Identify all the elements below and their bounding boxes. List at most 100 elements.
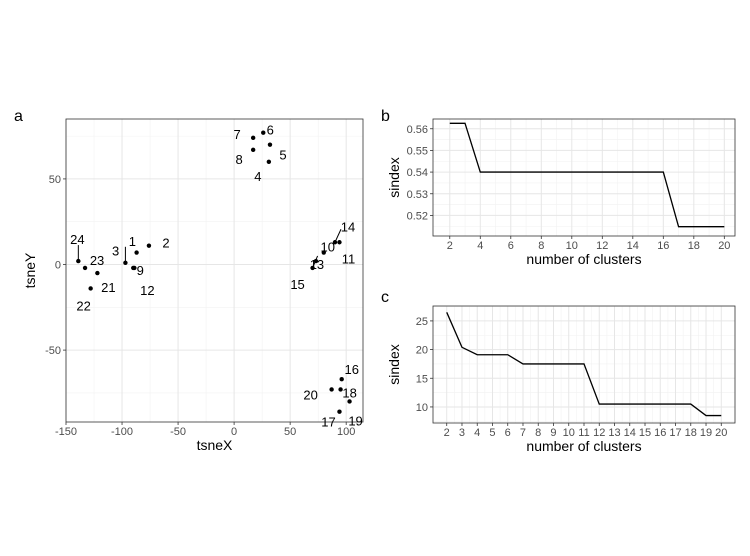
panel-c: 2 3 4 5 6 7 8 9 10 11 12 13 14 15 16 17 18 19 2010152025nu… bbox=[381, 289, 736, 454]
x-tick-label: 20 bbox=[715, 427, 727, 439]
x-tick-label: -100 bbox=[111, 426, 133, 438]
data-point bbox=[132, 265, 137, 271]
series-line bbox=[446, 312, 722, 417]
series-line bbox=[449, 122, 725, 228]
point-label: 9 bbox=[137, 263, 144, 278]
point-label: 3 bbox=[112, 244, 119, 259]
panel-label: a bbox=[14, 108, 23, 125]
data-point bbox=[347, 399, 352, 404]
x-tick-label: 17 bbox=[669, 427, 681, 439]
data-point bbox=[146, 243, 152, 248]
point-label: 6 bbox=[267, 123, 274, 138]
data-point bbox=[332, 240, 338, 245]
y-tick-label: 15 bbox=[416, 373, 428, 385]
y-axis-title: sindex bbox=[386, 157, 402, 197]
y-tick-label: 50 bbox=[49, 174, 61, 186]
x-tick-label: 14 bbox=[627, 240, 639, 252]
x-axis-title: tsneX bbox=[197, 437, 233, 453]
panel-border bbox=[432, 118, 736, 237]
point-label: 17 bbox=[321, 415, 335, 430]
x-tick-label: 3 bbox=[459, 427, 465, 439]
x-tick-label: 4 bbox=[474, 427, 480, 439]
y-tick-label: 10 bbox=[416, 402, 428, 414]
panel-b: 2 4 6 8 10 12 14 16 18 20 0.52 0.53 0.54 0.55 0.56 numb… bbox=[381, 108, 736, 267]
x-tick-label: 16 bbox=[654, 427, 666, 439]
y-tick-label: 0.54 bbox=[407, 167, 428, 179]
y-axis-title: sindex bbox=[386, 344, 402, 384]
panel-border bbox=[65, 118, 364, 423]
data-point bbox=[329, 387, 334, 392]
point-label: 1 bbox=[129, 234, 136, 249]
x-tick-label: 12 bbox=[596, 240, 608, 252]
label-leader-line bbox=[334, 229, 342, 243]
point-label: 22 bbox=[76, 298, 90, 313]
point-label: 16 bbox=[344, 362, 358, 377]
x-tick-label: 9 bbox=[550, 427, 556, 439]
data-point bbox=[339, 377, 344, 382]
y-tick-label: 0.56 bbox=[407, 124, 428, 136]
y-tick-label: 0 bbox=[55, 260, 61, 272]
x-tick-label: 6 bbox=[508, 240, 514, 252]
x-axis-title: number of clusters bbox=[526, 251, 641, 267]
x-tick-label: 13 bbox=[608, 427, 620, 439]
x-tick-label: 100 bbox=[337, 426, 355, 438]
x-tick-label: 2 bbox=[447, 240, 453, 252]
data-point bbox=[310, 265, 315, 271]
data-point bbox=[266, 159, 272, 164]
x-tick-label: 19 bbox=[700, 427, 712, 439]
point-label: 24 bbox=[70, 232, 84, 247]
y-tick-label: 0.52 bbox=[407, 210, 428, 222]
x-tick-label: 10 bbox=[566, 240, 578, 252]
y-tick-label: 0.53 bbox=[407, 189, 428, 201]
point-label: 20 bbox=[303, 387, 317, 402]
y-tick-label: 0.55 bbox=[407, 145, 428, 157]
x-tick-label: 8 bbox=[538, 240, 544, 252]
x-axis-title: number of clusters bbox=[526, 438, 641, 454]
data-point bbox=[250, 135, 256, 141]
data-point bbox=[338, 387, 343, 392]
point-label: 15 bbox=[290, 277, 304, 292]
data-point bbox=[95, 270, 100, 276]
x-tick-label: 20 bbox=[718, 240, 730, 252]
point-label: 11 bbox=[342, 251, 356, 266]
data-point bbox=[88, 286, 93, 291]
data-point bbox=[321, 250, 326, 255]
plot-area bbox=[66, 119, 363, 422]
x-tick-label: 0 bbox=[231, 426, 237, 438]
point-label: 8 bbox=[236, 152, 243, 167]
point-label: 18 bbox=[342, 385, 356, 400]
data-point bbox=[123, 260, 128, 265]
x-tick-label: -150 bbox=[55, 426, 77, 438]
point-label: 2 bbox=[162, 236, 169, 251]
y-axis-title: tsneY bbox=[22, 252, 38, 288]
data-point bbox=[82, 265, 88, 271]
x-tick-label: 4 bbox=[477, 240, 483, 252]
x-tick-label: 50 bbox=[284, 426, 296, 438]
data-point bbox=[337, 409, 342, 414]
point-label: 4 bbox=[254, 169, 261, 184]
data-point bbox=[267, 142, 273, 147]
panel-label: b bbox=[381, 108, 390, 125]
x-tick-label: 5 bbox=[489, 427, 495, 439]
data-point bbox=[337, 240, 342, 245]
x-tick-label: 18 bbox=[688, 240, 700, 252]
x-tick-label: 16 bbox=[657, 240, 669, 252]
x-tick-label: 10 bbox=[563, 427, 575, 439]
x-tick-label: 2 bbox=[444, 427, 450, 439]
x-tick-label: 15 bbox=[639, 427, 651, 439]
y-tick-label: 20 bbox=[416, 345, 428, 357]
x-tick-label: 8 bbox=[535, 427, 541, 439]
point-label: 21 bbox=[101, 280, 115, 295]
point-label: 7 bbox=[234, 127, 241, 142]
point-label: 23 bbox=[90, 253, 104, 268]
x-tick-label: 11 bbox=[578, 427, 589, 439]
x-tick-label: 6 bbox=[505, 427, 511, 439]
point-label: 5 bbox=[279, 148, 286, 163]
y-tick-label: 25 bbox=[416, 316, 428, 328]
plot-area bbox=[433, 119, 735, 236]
panel-label: c bbox=[381, 289, 389, 306]
data-point bbox=[76, 258, 81, 264]
x-tick-label: 12 bbox=[593, 427, 605, 439]
point-label: 10 bbox=[321, 240, 335, 255]
